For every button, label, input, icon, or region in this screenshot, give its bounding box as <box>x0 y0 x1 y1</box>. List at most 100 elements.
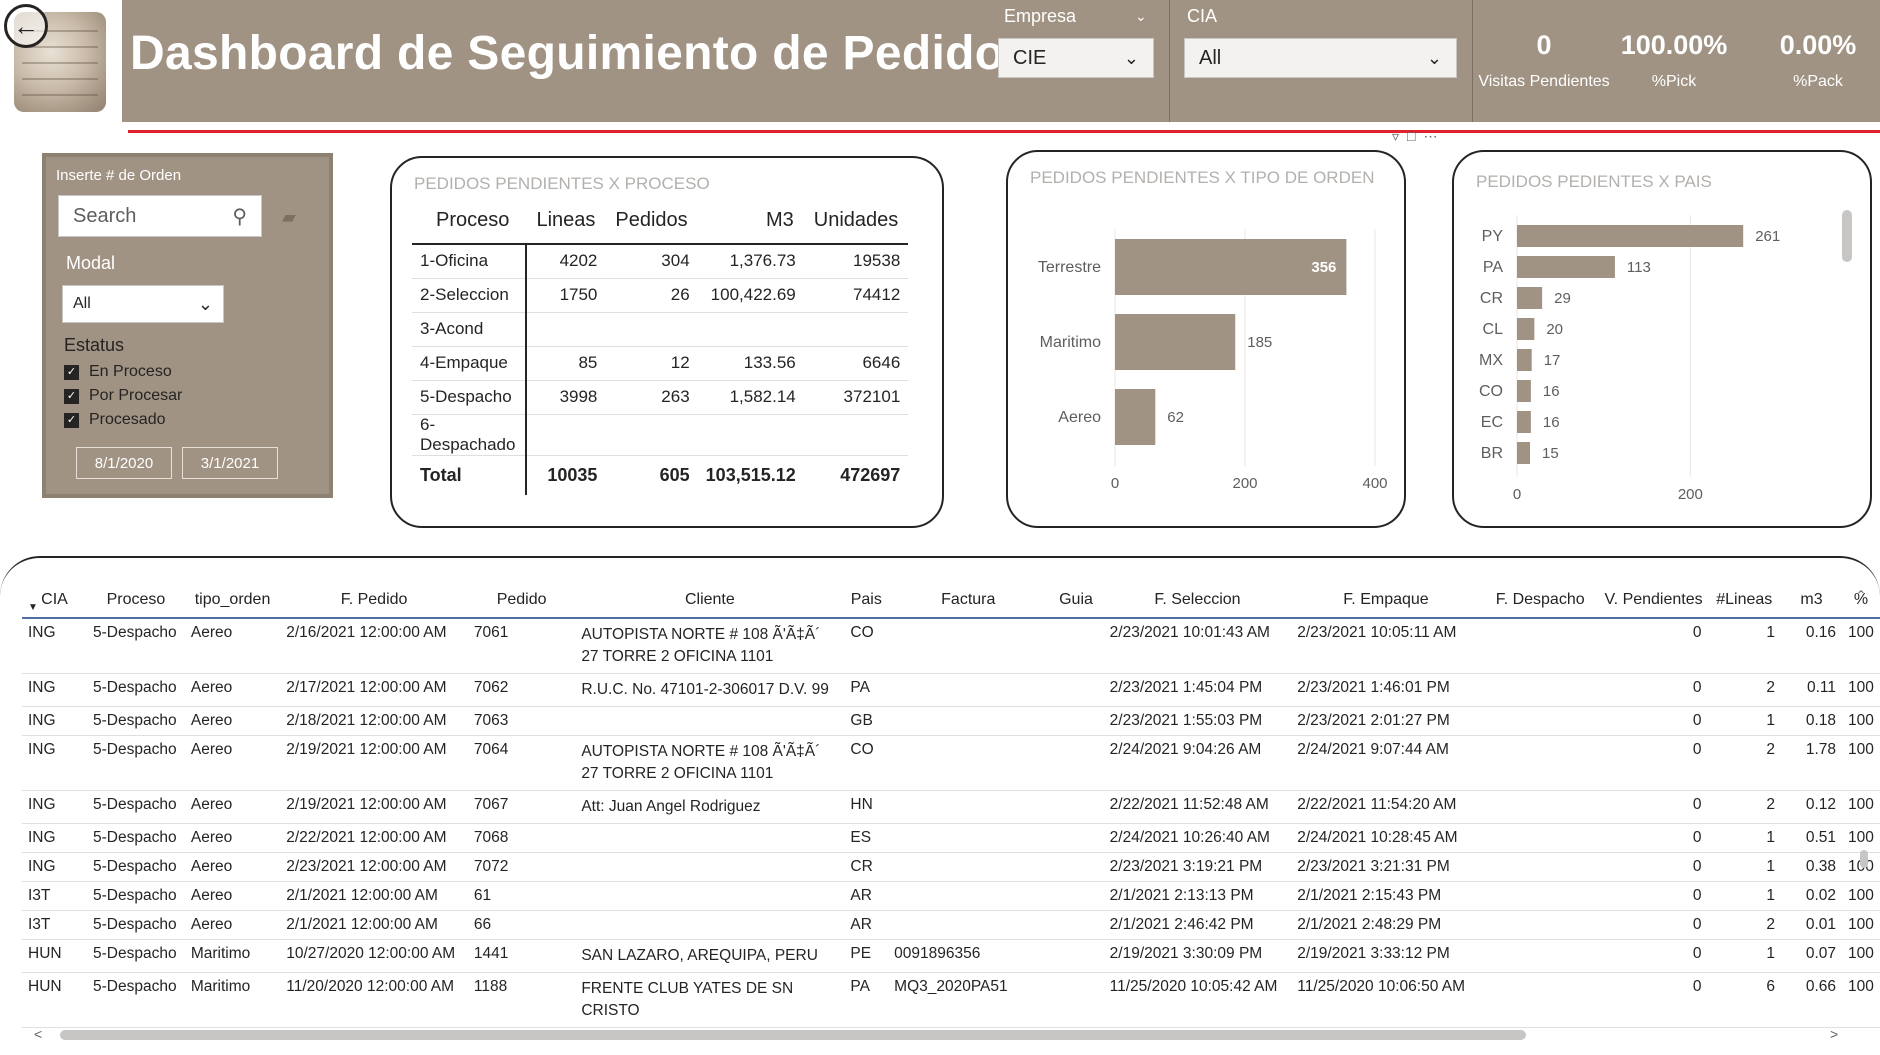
vertical-scrollbar[interactable] <box>1860 850 1868 868</box>
bar[interactable] <box>1115 314 1236 370</box>
table-cell: 5-Despacho <box>86 972 185 1028</box>
table-cell: 0 <box>1599 939 1708 973</box>
table-cell: 2/19/2021 3:33:12 PM <box>1291 939 1481 973</box>
table-row[interactable]: ING 5-Despacho Aereo 2/19/2021 12:00:00 AM 7… <box>22 735 1880 791</box>
column-header[interactable]: F. Seleccion <box>1103 582 1292 619</box>
column-header[interactable]: Pedidos <box>615 209 688 231</box>
process-matrix-card: PEDIDOS PENDIENTES X PROCESO Proceso Lin… <box>390 156 944 528</box>
data-label: 29 <box>1554 290 1571 307</box>
table-cell: 11/25/2020 10:05:42 AM <box>1103 972 1292 1028</box>
checkbox-checked-icon[interactable]: ✓ <box>64 388 79 404</box>
search-input[interactable]: Search ⚲ <box>58 195 262 237</box>
row-label: 6-Despachado <box>412 414 528 456</box>
filter-icon[interactable]: ▿ <box>1392 128 1408 144</box>
table-cell <box>888 881 1049 911</box>
column-header[interactable]: V. Pendientes <box>1599 582 1708 619</box>
more-options-icon[interactable]: ⋯ <box>1423 128 1446 144</box>
bar[interactable] <box>1517 349 1532 371</box>
table-cell: GB <box>844 706 889 736</box>
table-cell: 0 <box>1599 790 1708 824</box>
cia-dropdown[interactable]: All ⌄ <box>1184 38 1457 78</box>
table-row[interactable]: ING 5-Despacho Aereo 2/22/2021 12:00:00 AM 7… <box>22 823 1880 853</box>
estatus-option[interactable]: ✓ En Proceso <box>64 361 172 383</box>
table-cell: 74412 <box>803 278 909 313</box>
table-row[interactable]: I3T 5-Despacho Aereo 2/1/2021 12:00:00 AM 61… <box>22 881 1880 911</box>
table-cell: 5-Despacho <box>86 852 185 882</box>
column-header[interactable]: F. Pedido <box>280 582 468 619</box>
estatus-option[interactable]: ✓ Procesado <box>64 409 166 431</box>
checkbox-checked-icon[interactable]: ✓ <box>64 364 79 380</box>
modal-dropdown[interactable]: All ⌄ <box>62 285 224 323</box>
column-header[interactable]: m3 <box>1781 582 1843 619</box>
column-header[interactable]: Guia <box>1048 582 1104 619</box>
divider <box>1169 0 1170 122</box>
detail-table-card: CIA Proceso tipo_orden F. Pedido Pedido Clien… <box>0 556 1880 1055</box>
scroll-right-icon[interactable]: > <box>1830 1026 1839 1042</box>
date-from-input[interactable]: 8/1/2020 <box>76 447 172 479</box>
bar[interactable] <box>1115 239 1347 295</box>
data-label: 113 <box>1627 259 1651 276</box>
table-cell: HN <box>844 790 889 824</box>
table-cell: 2/24/2021 10:26:40 AM <box>1103 823 1292 853</box>
bar[interactable] <box>1115 389 1156 445</box>
table-row[interactable]: ING 5-Despacho Aereo 2/16/2021 12:00:00 AM 7… <box>22 618 1880 674</box>
table-row[interactable]: ING 5-Despacho Aereo 2/18/2021 12:00:00 AM 7… <box>22 706 1880 736</box>
column-header[interactable]: tipo_orden <box>184 582 281 619</box>
table-row[interactable]: I3T 5-Despacho Aereo 2/1/2021 12:00:00 AM 66… <box>22 910 1880 940</box>
chart-scrollbar[interactable] <box>1842 210 1852 262</box>
visual-toolbar[interactable]: ▿□⋯ <box>1392 128 1446 145</box>
table-cell: FRENTE CLUB YATES DE SN CRISTO <box>575 972 845 1028</box>
filter-panel: Inserte # de Orden Search ⚲ ▰ Modal All … <box>42 153 333 498</box>
eraser-icon[interactable]: ▰ <box>282 207 296 227</box>
scroll-left-icon[interactable]: < <box>34 1026 43 1042</box>
scroll-up-icon[interactable]: ⌃ <box>1856 588 1867 602</box>
empresa-dropdown[interactable]: CIE ⌄ <box>998 38 1154 78</box>
bar[interactable] <box>1517 318 1535 340</box>
column-header[interactable]: Unidades <box>813 209 899 231</box>
table-cell: 7062 <box>467 673 576 707</box>
table-row[interactable]: HUN 5-Despacho Maritimo 10/27/2020 12:00:00… <box>22 939 1880 973</box>
table-row[interactable]: ING 5-Despacho Aereo 2/23/2021 12:00:00 AM 7… <box>22 852 1880 882</box>
column-header[interactable]: Cliente <box>575 582 845 619</box>
row-label: 3-Acond <box>412 312 528 347</box>
table-row[interactable]: ING 5-Despacho Aereo 2/17/2021 12:00:00 AM 7… <box>22 673 1880 707</box>
page-title: Dashboard de Seguimiento de Pedidos <box>130 27 1032 80</box>
x-tick-label: 200 <box>1678 486 1703 502</box>
table-cell <box>1480 790 1600 824</box>
table-cell: 0 <box>1599 735 1708 791</box>
column-header[interactable]: F. Empaque <box>1291 582 1481 619</box>
date-to-input[interactable]: 3/1/2021 <box>182 447 278 479</box>
column-header[interactable]: Pedido <box>467 582 576 619</box>
focus-mode-icon[interactable]: □ <box>1407 128 1424 144</box>
column-header[interactable]: Factura <box>888 582 1049 619</box>
table-row[interactable]: ING 5-Despacho Aereo 2/19/2021 12:00:00 AM 7… <box>22 790 1880 824</box>
column-header[interactable]: Pais <box>844 582 889 619</box>
checkbox-checked-icon[interactable]: ✓ <box>64 412 79 428</box>
bar[interactable] <box>1517 225 1744 247</box>
sort-desc-icon[interactable]: ▼ <box>28 602 38 613</box>
search-placeholder: Search <box>73 204 137 227</box>
table-row[interactable]: HUN 5-Despacho Maritimo 11/20/2020 12:00:00… <box>22 972 1880 1028</box>
bar[interactable] <box>1517 287 1543 309</box>
table-cell: ING <box>22 706 87 736</box>
column-header[interactable]: % <box>1842 582 1880 619</box>
column-header[interactable]: CIA <box>22 582 87 619</box>
bar[interactable] <box>1517 442 1530 464</box>
table-cell: 7068 <box>467 823 576 853</box>
estatus-option[interactable]: ✓ Por Procesar <box>64 385 182 407</box>
table-cell: 2/1/2021 12:00:00 AM <box>280 910 468 940</box>
bar[interactable] <box>1517 256 1615 278</box>
column-header[interactable]: Proceso <box>436 209 510 231</box>
column-header[interactable]: Proceso <box>86 582 185 619</box>
bar[interactable] <box>1517 380 1531 402</box>
column-header[interactable]: M3 <box>765 209 794 231</box>
horizontal-scrollbar[interactable] <box>60 1030 1526 1040</box>
chevron-down-icon[interactable]: ⌄ <box>1135 8 1147 24</box>
kpi-value: 0.00% <box>1779 30 1857 60</box>
column-header[interactable]: #Lineas <box>1707 582 1781 619</box>
table-cell: 0 <box>1599 881 1708 911</box>
back-arrow-icon[interactable]: ← <box>4 4 48 48</box>
column-header[interactable]: F. Despacho <box>1480 582 1600 619</box>
column-header[interactable]: Lineas <box>536 209 596 231</box>
bar[interactable] <box>1517 411 1531 433</box>
